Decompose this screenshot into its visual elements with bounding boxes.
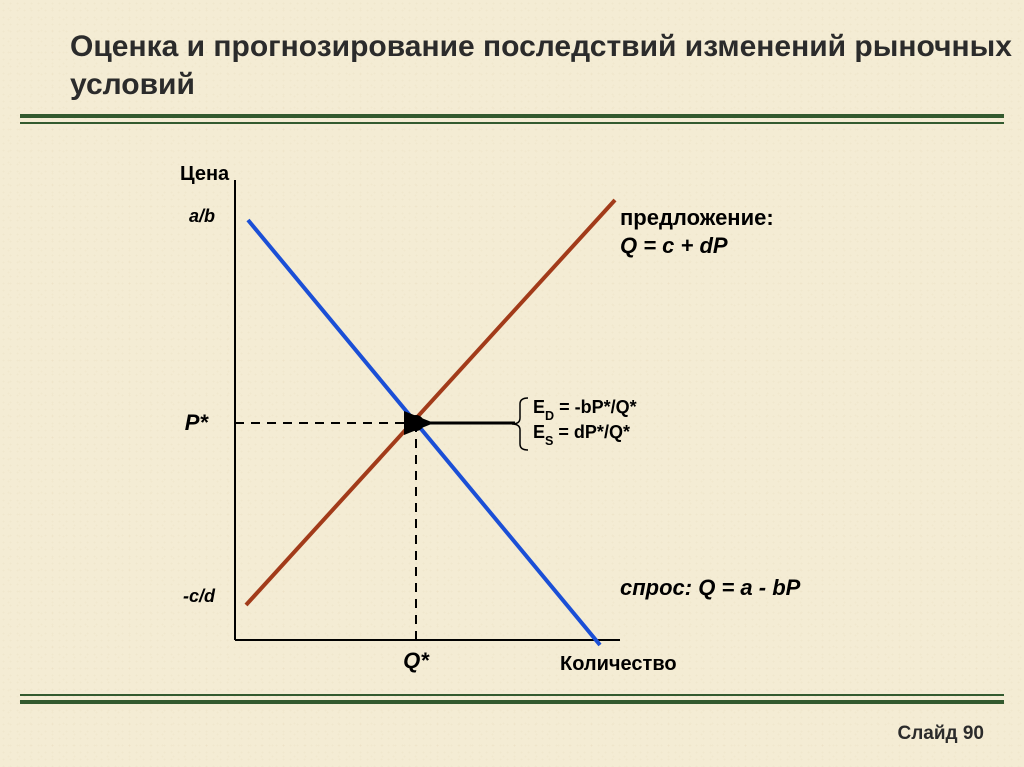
chart: Цена Количество P* Q* a/b -c/d предложен…	[60, 150, 960, 680]
elasticity-demand-formula: ED = -bP*/Q*	[533, 397, 637, 423]
slide-title: Оценка и прогнозирование последствий изм…	[70, 28, 1024, 103]
label-a-over-b: a/b	[189, 206, 215, 226]
label-p-star: P*	[185, 410, 210, 435]
equilibrium-point	[408, 415, 424, 431]
slide-number: Слайд 90	[897, 723, 984, 745]
demand-line	[248, 220, 600, 645]
elasticity-supply-formula: ES = dP*/Q*	[533, 422, 630, 448]
top-divider-thick	[20, 114, 1004, 118]
top-divider-thin	[20, 122, 1004, 124]
label-minus-c-over-d: -c/d	[183, 586, 216, 606]
supply-label-line1: предложение:	[620, 205, 774, 230]
axis-label-quantity: Количество	[560, 653, 677, 675]
bottom-divider-thin	[20, 694, 1004, 696]
demand-label: спрос: Q = a - bP	[620, 575, 801, 600]
bottom-divider-thick	[20, 700, 1004, 704]
elasticity-brace	[512, 398, 528, 450]
supply-label-line2: Q = c + dP	[620, 233, 728, 258]
label-q-star: Q*	[403, 648, 430, 673]
axis-label-price: Цена	[180, 163, 230, 185]
